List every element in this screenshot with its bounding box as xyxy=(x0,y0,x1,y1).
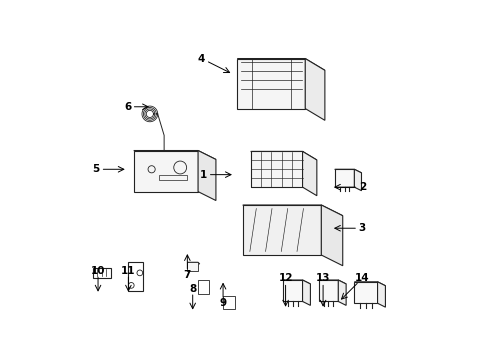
Polygon shape xyxy=(334,169,361,173)
Text: 7: 7 xyxy=(183,270,191,280)
Text: 5: 5 xyxy=(92,164,100,174)
Polygon shape xyxy=(250,152,302,187)
Text: 8: 8 xyxy=(189,284,196,294)
Text: 1: 1 xyxy=(200,170,206,180)
Text: 14: 14 xyxy=(354,273,369,283)
Polygon shape xyxy=(250,152,316,160)
Polygon shape xyxy=(302,280,310,305)
Text: 13: 13 xyxy=(315,273,330,283)
Polygon shape xyxy=(187,262,198,271)
Polygon shape xyxy=(318,280,338,301)
Polygon shape xyxy=(198,150,216,201)
Polygon shape xyxy=(134,150,198,192)
Text: 10: 10 xyxy=(91,266,105,276)
Text: 12: 12 xyxy=(278,273,292,283)
Polygon shape xyxy=(321,205,342,266)
Polygon shape xyxy=(354,282,385,286)
Polygon shape xyxy=(354,282,377,303)
Polygon shape xyxy=(237,59,305,109)
Polygon shape xyxy=(134,150,216,159)
Text: 11: 11 xyxy=(121,266,135,276)
Text: 3: 3 xyxy=(358,223,365,233)
Polygon shape xyxy=(318,280,346,284)
Polygon shape xyxy=(354,169,361,191)
Polygon shape xyxy=(128,262,142,291)
Polygon shape xyxy=(93,267,110,278)
Polygon shape xyxy=(334,169,354,187)
Polygon shape xyxy=(223,296,234,309)
Polygon shape xyxy=(283,280,310,284)
Polygon shape xyxy=(302,152,316,196)
Text: 9: 9 xyxy=(219,298,226,308)
Text: 4: 4 xyxy=(198,54,205,64)
Polygon shape xyxy=(198,280,208,294)
Polygon shape xyxy=(187,262,200,264)
Polygon shape xyxy=(242,205,321,255)
Polygon shape xyxy=(338,280,346,305)
Polygon shape xyxy=(305,59,324,120)
Polygon shape xyxy=(283,280,302,301)
Polygon shape xyxy=(377,282,385,307)
Text: 2: 2 xyxy=(358,182,365,192)
Text: 6: 6 xyxy=(124,102,132,112)
Polygon shape xyxy=(242,205,342,216)
Polygon shape xyxy=(237,59,324,70)
